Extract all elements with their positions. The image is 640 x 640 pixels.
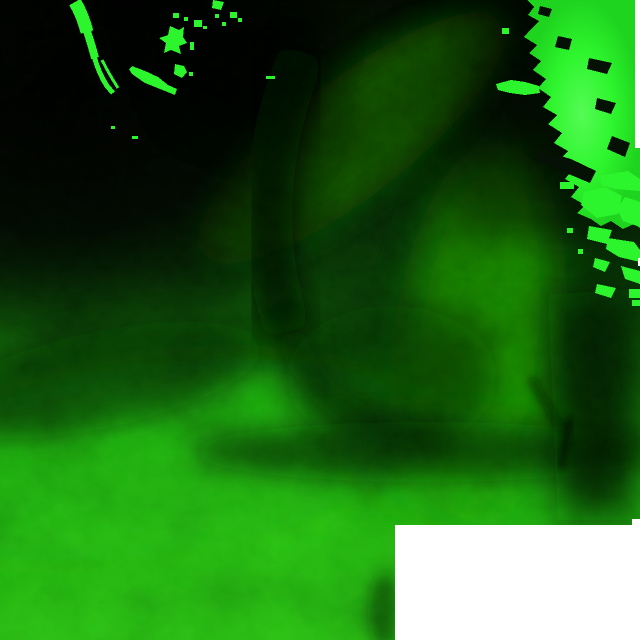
cloud-patch bbox=[189, 72, 193, 76]
cloud-patch bbox=[139, 69, 152, 81]
cloud-mass-fragments bbox=[496, 28, 640, 306]
cloud-hole bbox=[538, 6, 552, 17]
cloud-fragment bbox=[593, 258, 610, 272]
cloud-patch bbox=[173, 13, 179, 18]
cloud-fragment bbox=[502, 28, 509, 34]
cloud-hole bbox=[595, 98, 616, 114]
cloud-patch bbox=[212, 0, 224, 10]
cloud-streak bbox=[100, 59, 120, 89]
cloud-patch bbox=[230, 12, 237, 18]
cloud-patch bbox=[194, 20, 202, 27]
cloud-fragment bbox=[629, 289, 640, 298]
cloud-fragment bbox=[595, 284, 616, 298]
cloud-hole bbox=[587, 58, 612, 74]
cloud-streak bbox=[91, 55, 115, 95]
overexposed-cloud-mass bbox=[496, 0, 640, 306]
cloud-patch bbox=[203, 26, 207, 29]
cloud-mass-holes bbox=[534, 6, 630, 183]
missing-data-block bbox=[395, 525, 640, 640]
cloud-fragment bbox=[600, 171, 640, 191]
bright-cloud-patches bbox=[111, 0, 275, 139]
cloud-patch bbox=[215, 14, 219, 18]
missing-data-regions bbox=[395, 0, 640, 640]
cloud-patch bbox=[184, 17, 188, 21]
cloud-patch bbox=[174, 64, 187, 78]
cloud-fragment bbox=[560, 182, 574, 189]
cloud-fragment bbox=[621, 266, 640, 284]
cloud-patch bbox=[266, 76, 275, 79]
cloud-fragment bbox=[567, 228, 573, 233]
cloud-fragment bbox=[606, 238, 640, 262]
cloud-fragment bbox=[617, 197, 640, 227]
cloud-patch bbox=[132, 136, 138, 139]
cloud-fragment bbox=[578, 249, 583, 254]
missing-data-notch bbox=[638, 258, 640, 266]
cloud-patch bbox=[190, 42, 194, 50]
cloud-hole bbox=[607, 136, 630, 157]
cloud-fragment bbox=[587, 226, 612, 244]
bright-cloud-streaks bbox=[69, 0, 120, 95]
cloud-mass-body bbox=[524, 0, 640, 229]
cloud-hole bbox=[555, 36, 572, 50]
cloud-fragment bbox=[632, 300, 640, 306]
cloud-patch bbox=[238, 18, 242, 22]
cloud-patch bbox=[111, 126, 115, 129]
cloud-hole bbox=[534, 150, 596, 183]
missing-data-strip bbox=[635, 0, 640, 148]
cloud-fragment bbox=[581, 187, 622, 218]
cloud-patch bbox=[159, 26, 187, 54]
cloud-patch bbox=[222, 22, 226, 26]
cloud-fragment bbox=[496, 80, 540, 95]
missing-data-block-corner bbox=[632, 519, 640, 526]
